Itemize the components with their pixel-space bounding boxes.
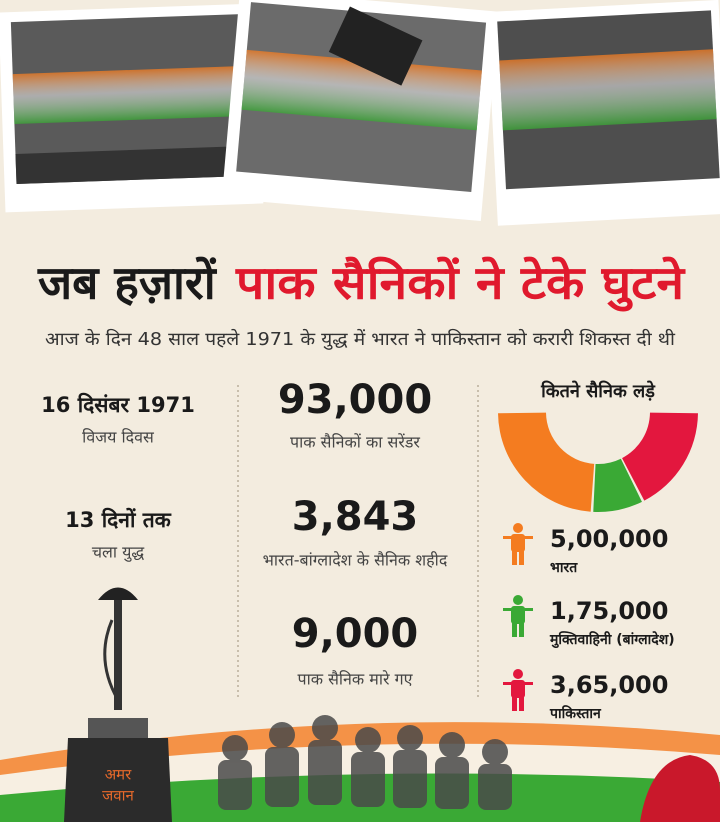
stat-label: पाक सैनिकों का सरेंडर — [290, 433, 420, 452]
stat-value: 93,000 — [278, 377, 432, 423]
icon-part — [513, 523, 523, 533]
donut-segment — [593, 458, 642, 512]
icon-part — [503, 536, 533, 539]
silhouettes — [218, 715, 512, 810]
subtitle: आज के दिन 48 साल पहले 1971 के युद्ध में … — [45, 328, 675, 350]
icon-part — [513, 595, 523, 605]
photo-3 — [486, 0, 720, 226]
stat-value: 16 दिसंबर 1971 — [41, 392, 195, 417]
title-red: पाक सैनिकों ने टेके घुटने — [235, 256, 686, 313]
icon-part — [512, 551, 517, 565]
title-black: जब हज़ारों — [37, 256, 218, 310]
stat-label: विजय दिवस — [82, 428, 155, 447]
soldier-icon — [503, 595, 533, 637]
donut-segment — [498, 412, 595, 512]
icon-part — [512, 697, 517, 711]
soldier-icon — [503, 669, 533, 711]
icon-part — [519, 623, 524, 637]
legend-label: मुक्तिवाहिनी (बांग्लादेश) — [549, 631, 675, 649]
legend-label: भारत — [550, 560, 578, 576]
flower — [640, 755, 720, 822]
chart-title: कितने सैनिक लड़े — [540, 380, 656, 402]
stat-value: 3,843 — [292, 494, 419, 540]
memorial-text: जवान — [102, 787, 134, 805]
photo-1 — [0, 3, 264, 213]
icon-part — [513, 669, 523, 679]
icon-part — [519, 551, 524, 565]
legend-label: पाकिस्तान — [549, 705, 602, 722]
stat-value: 13 दिनों तक — [65, 507, 171, 532]
memorial — [64, 587, 172, 822]
stat-label: भारत-बांग्लादेश के सैनिक शहीद — [263, 551, 448, 570]
legend-value: 1,75,000 — [550, 597, 668, 625]
soldier-icon — [503, 523, 533, 565]
icon-part — [503, 682, 533, 685]
memorial-text: अमर — [105, 766, 132, 784]
stat-value: 9,000 — [292, 611, 419, 657]
donut-segment — [622, 412, 698, 501]
icon-part — [512, 623, 517, 637]
stat-label: पाक सैनिक मारे गए — [297, 670, 413, 689]
photo-2 — [221, 0, 500, 221]
legend-value: 5,00,000 — [550, 525, 668, 553]
legend-value: 3,65,000 — [550, 671, 668, 699]
icon-part — [503, 608, 533, 611]
stat-label: चला युद्ध — [92, 543, 145, 563]
icon-part — [519, 697, 524, 711]
